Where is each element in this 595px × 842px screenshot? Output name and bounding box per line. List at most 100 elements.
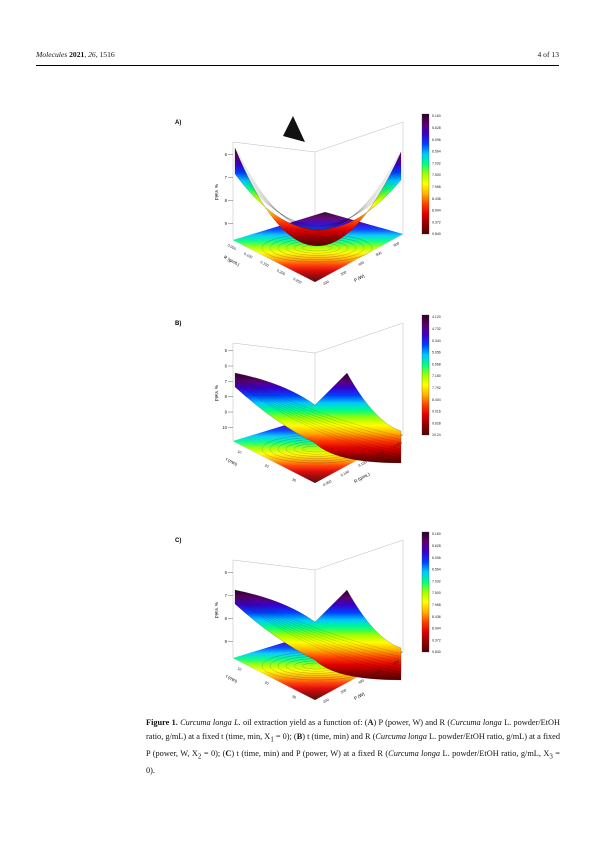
surface-plot-svg: C) 6 7 8 9 % Yield 200 300 400 500 600 P (W) 10 20 30 t…: [175, 531, 441, 704]
z-tick-label: 7: [225, 379, 228, 384]
z-tick-label: 8: [225, 198, 228, 203]
colorbar-tick-label: 6.564: [432, 150, 441, 154]
z-tick-label: 6: [225, 364, 228, 369]
y-axis-title: t (min): [225, 457, 239, 468]
mesh-line: [236, 594, 400, 657]
response-surface: [234, 372, 402, 464]
journal-year: 2021: [69, 50, 85, 59]
panel-label: B): [175, 321, 181, 327]
y-tick-label: 30: [291, 477, 296, 482]
article-number: 1516: [99, 50, 115, 59]
y-tick-label: 0.250: [292, 277, 302, 285]
panel-label: A): [175, 120, 181, 126]
mesh-line: [236, 171, 400, 226]
caption-text: = 0).: [146, 748, 560, 775]
colorbar-tick-label: 7.500: [432, 173, 441, 177]
page-number: 4 of 13: [537, 50, 559, 59]
x-axis-title: P (W): [353, 273, 366, 283]
colorbar: [421, 314, 430, 436]
caption-subscript: 2: [197, 753, 202, 761]
mesh-line: [236, 162, 400, 228]
x-tick-label: 200: [322, 280, 329, 286]
caption-ref-c: C: [225, 748, 232, 758]
z-axis-title: % Yield: [213, 602, 219, 618]
z-tick-label: 6: [225, 570, 228, 575]
z-tick-label: 9: [225, 410, 228, 415]
x-axis-title: P (W): [353, 691, 366, 701]
z-tick-label: 7: [225, 593, 228, 598]
colorbar-tick-label: 8.436: [432, 197, 441, 201]
surface-plot-b: B) 5 6 7 8 9 10 % Yield 0.050 0.100 0.150 0.200 0.25…: [165, 313, 465, 499]
caption-ref-b: B: [296, 731, 303, 741]
caption-ref-a: A: [367, 718, 374, 727]
y-tick-label: 10: [237, 666, 242, 671]
y-axis-title: R (g/mL): [223, 254, 241, 267]
colorbar-tick-label: 7.500: [432, 591, 441, 595]
mesh-line: [236, 379, 400, 446]
mesh-line: [236, 598, 400, 669]
colorbar-tick-label: 5.160: [432, 114, 441, 118]
caption-text: oil extraction yield as a function of: (: [243, 718, 368, 727]
colorbar-tick-label: 6.568: [432, 362, 441, 366]
x-tick-label: 0.050: [322, 479, 332, 487]
panel-label: C): [175, 538, 181, 544]
caption-text: ) t (time, min) and P (power, W) at a fi…: [231, 748, 389, 758]
mesh-line: [236, 599, 400, 672]
colorbar-tick-label: 5.344: [432, 339, 441, 343]
colorbar-tick-label: 7.032: [432, 161, 441, 165]
figure-caption: Figure 1. Curcuma longa L. oil extractio…: [146, 716, 560, 777]
colorbar-tick-label: 5.628: [432, 544, 441, 548]
y-tick-label: 30: [291, 694, 296, 699]
z-tick-label: 8: [225, 616, 228, 621]
z-tick-label: 8: [225, 394, 228, 399]
y-tick-label: 0.050: [227, 243, 237, 251]
z-tick-label: 10: [222, 425, 227, 430]
colorbar-tick-label: 5.628: [432, 126, 441, 130]
x-tick-label: 200: [322, 698, 329, 704]
caption-text: L. powder/EtOH ratio, g/mL, X: [440, 748, 550, 758]
z-tick-label: 9: [225, 639, 228, 644]
caption-text: L. powder/EtOH ratio, g/mL) at a fixed t…: [146, 718, 561, 741]
running-header: Molecules 2021, 26, 1516 4 of 13: [36, 50, 559, 64]
colorbar-tick-label: 9.628: [432, 421, 441, 425]
x-tick-label: 300: [340, 688, 347, 694]
mesh-line: [236, 380, 400, 449]
caption-text: L. powder/EtOH ratio, g/mL) at a fixed P…: [146, 731, 560, 758]
y-tick-label: 0.200: [276, 269, 286, 277]
x-tick-label: 0.200: [375, 451, 385, 459]
surface-plot-a: A) 6 7 8 9 % Yield 200 300 400 500 600 P (W) 0.050 0.…: [165, 112, 465, 298]
mesh-line: [236, 596, 400, 663]
colorbar-tick-label: 8.904: [432, 627, 441, 631]
colorbar-tick-label: 7.792: [432, 386, 441, 390]
colorbar-tick-label: 7.968: [432, 185, 441, 189]
mesh-line: [236, 165, 400, 227]
mesh-line: [236, 378, 400, 443]
surface-plot-c: C) 6 7 8 9 % Yield 200 300 400 500 600 P (W) 10 20 30 t…: [165, 530, 465, 716]
colorbar-tick-label: 8.904: [432, 209, 441, 213]
colorbar-tick-label: 5.160: [432, 532, 441, 536]
colorbar-tick-label: 9.840: [432, 650, 441, 654]
x-tick-label: 300: [340, 270, 347, 276]
x-tick-label: 600: [393, 241, 400, 247]
mesh-line: [236, 381, 400, 452]
caption-subscript: 3: [549, 753, 553, 761]
y-tick-label: 0.100: [243, 252, 253, 260]
colorbar-tick-label: 9.372: [432, 638, 441, 642]
caption-text: = 0); (: [273, 731, 297, 741]
x-tick-label: 0.100: [340, 470, 350, 478]
colorbar-tick-label: 6.564: [432, 568, 441, 572]
x-tick-label: 400: [358, 679, 365, 685]
journal-name: Molecules: [36, 50, 68, 59]
y-tick-label: 0.150: [260, 260, 270, 268]
mesh-line: [236, 383, 400, 459]
colorbar-tick-label: 6.096: [432, 138, 441, 142]
colorbar: [421, 531, 430, 653]
x-tick-label: 500: [375, 669, 382, 675]
colorbar-tick-label: 7.968: [432, 603, 441, 607]
x-tick-label: 400: [358, 261, 365, 267]
caption-subscript: 1: [270, 736, 274, 744]
colorbar-tick-label: 4.120: [432, 315, 441, 319]
caption-species: Curcuma longa: [388, 748, 441, 758]
caption-text: = 0); (: [201, 748, 226, 758]
z-tick-label: 7: [225, 175, 228, 180]
